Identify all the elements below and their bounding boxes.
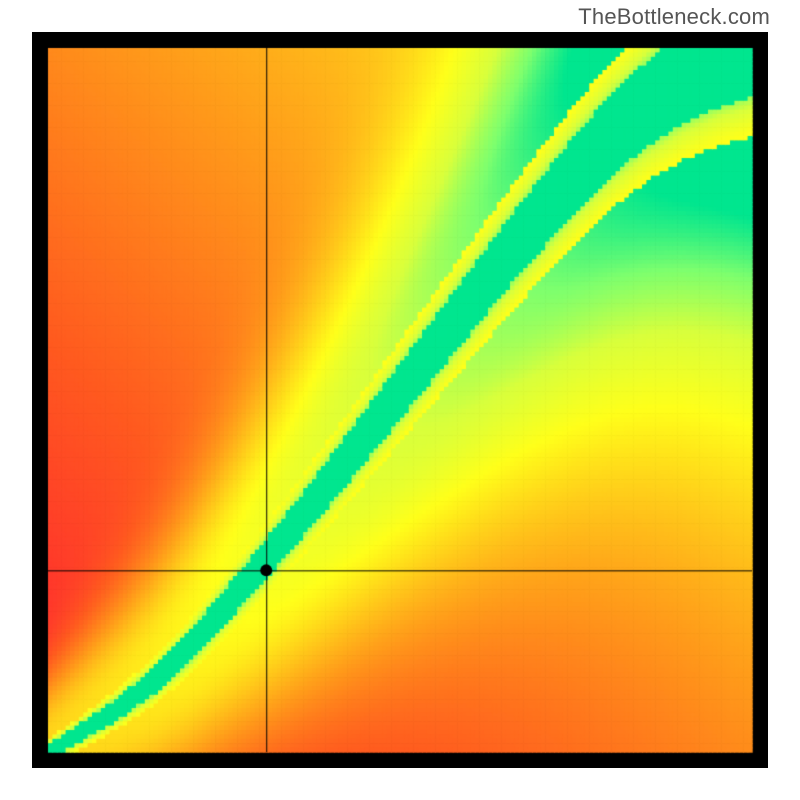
plot-frame xyxy=(32,32,768,768)
chart-wrapper: TheBottleneck.com xyxy=(0,0,800,800)
watermark-title: TheBottleneck.com xyxy=(578,4,770,30)
bottleneck-heatmap-canvas xyxy=(32,32,768,768)
